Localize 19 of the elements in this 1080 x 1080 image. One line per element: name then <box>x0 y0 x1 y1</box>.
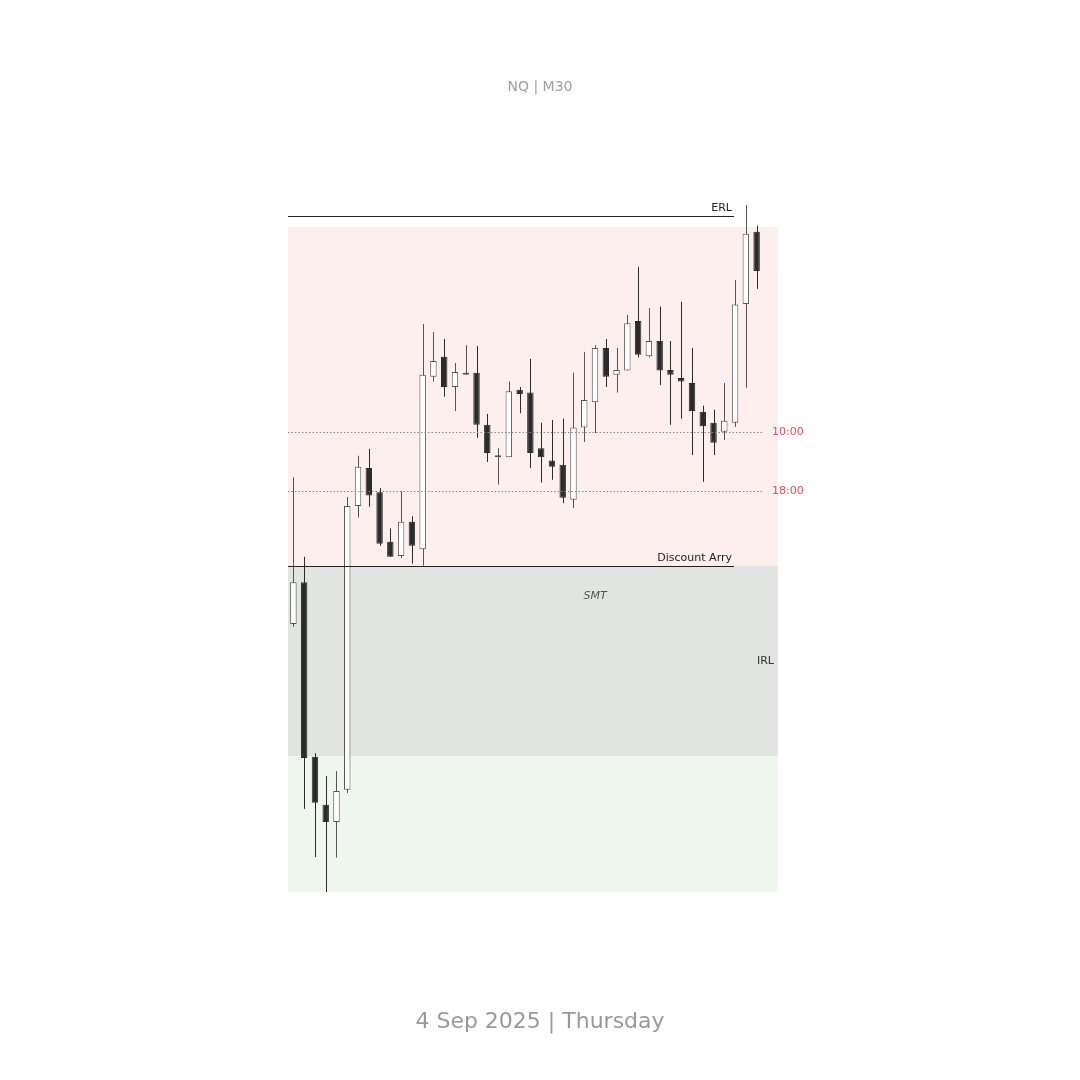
band-label: IRL <box>756 653 775 667</box>
candlestick <box>613 347 620 394</box>
ref-line-label: Discount Arry <box>657 550 733 564</box>
candlestick <box>387 528 394 558</box>
candlestick <box>322 775 329 893</box>
text: 4 Sep 2025 | Thursday <box>414 1008 666 1033</box>
candlestick <box>516 386 523 414</box>
chart-subtitle: NQ | M30 <box>506 78 574 94</box>
annotation: SMT <box>583 588 608 602</box>
ref-line-label: ERL <box>711 200 733 214</box>
candlestick <box>710 409 717 456</box>
annotation: 18:00 <box>772 483 804 497</box>
annotation: 10:00 <box>772 424 804 438</box>
candlestick <box>667 340 674 426</box>
candlestick <box>721 382 728 441</box>
candlestick <box>677 301 685 420</box>
candlestick <box>430 331 437 383</box>
candlestick <box>408 515 416 565</box>
candlestick <box>537 422 545 484</box>
